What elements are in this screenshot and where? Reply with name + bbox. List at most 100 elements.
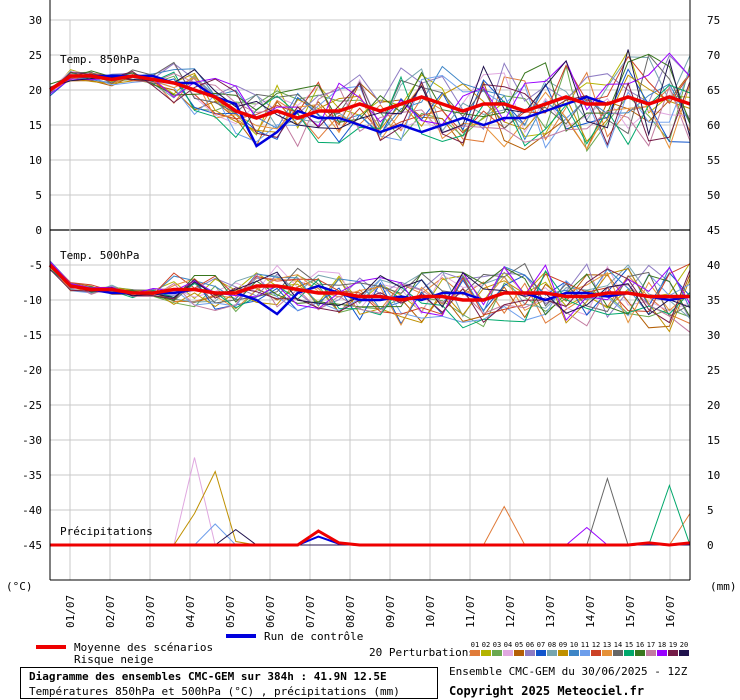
ensemble-member-line [49, 261, 691, 322]
perturbation-id-label: 20 [680, 641, 688, 649]
perturbation-swatch [657, 650, 667, 656]
perturbation-swatch [580, 650, 590, 656]
left-tick-label: 0 [35, 224, 42, 237]
copyright: Copyright 2025 Meteociel.fr [449, 684, 645, 698]
perturbation-swatch [591, 650, 601, 656]
right-tick-label: 70 [707, 49, 720, 62]
date-tick-label: 10/07 [424, 595, 437, 628]
perturbation-legend: 01 02 03 04 05 06 07 08 09 10 11 12 13 14 15 16 17 18 19 20 [470, 641, 689, 656]
left-tick-label: 30 [29, 14, 42, 27]
ensemble-member-line [49, 55, 691, 134]
date-tick-label: 07/07 [304, 595, 317, 628]
left-tick-label: -30 [22, 434, 42, 447]
perturbation-swatch [635, 650, 645, 656]
run-info: Ensemble CMC-GEM du 30/06/2025 - 12Z [449, 665, 688, 678]
left-tick-label: -20 [22, 364, 42, 377]
right-tick-label: 75 [707, 14, 720, 27]
chart-frame [49, 0, 691, 581]
perturbation-id-label: 07 [537, 641, 545, 649]
perturbation-swatch [503, 650, 513, 656]
perturbation-id-label: 01 [471, 641, 479, 649]
right-tick-label: 45 [707, 224, 720, 237]
legend-control-label: Run de contrôle [264, 630, 363, 643]
perturbation-id-label: 14 [614, 641, 622, 649]
perturbation-id-label: 13 [603, 641, 611, 649]
date-tick-label: 08/07 [344, 595, 357, 628]
perturbation-id-label: 19 [669, 641, 677, 649]
right-tick-label: 50 [707, 189, 720, 202]
left-tick-label: -35 [22, 469, 42, 482]
right-tick-label: 65 [707, 84, 720, 97]
right-tick-label: 10 [707, 469, 720, 482]
perturbation-id-label: 18 [658, 641, 666, 649]
footer-box: Diagramme des ensembles CMC-GEM sur 384h… [20, 667, 438, 699]
right-tick-label: 40 [707, 259, 720, 272]
perturbation-id-label: 02 [482, 641, 490, 649]
date-tick-label: 12/07 [504, 595, 517, 628]
perturbation-id-label: 06 [526, 641, 534, 649]
left-tick-label: -40 [22, 504, 42, 517]
panel-label-t500: Temp. 500hPa [60, 249, 139, 262]
right-tick-label: 30 [707, 329, 720, 342]
right-tick-label: 15 [707, 434, 720, 447]
t850-mean-line [49, 74, 691, 120]
panel-label-precip: Précipitations [60, 525, 153, 538]
right-tick-label: 5 [707, 504, 714, 517]
perturbation-swatch [558, 650, 568, 656]
date-tick-label: 16/07 [664, 595, 677, 628]
perturbation-swatch [679, 650, 689, 656]
right-tick-label: 25 [707, 364, 720, 377]
date-tick-label: 01/07 [64, 595, 77, 628]
right-tick-label: 35 [707, 294, 720, 307]
date-tick-label: 14/07 [584, 595, 597, 628]
t850-control-line [49, 74, 691, 148]
legend-perturbations-label: 20 Perturbations [369, 646, 475, 659]
date-tick-label: 15/07 [624, 595, 637, 628]
left-tick-label: 15 [29, 119, 42, 132]
ensemble-member-line [49, 262, 691, 313]
date-tick-label: 03/07 [144, 595, 157, 628]
date-tick-label: 05/07 [224, 595, 237, 628]
perturbation-swatch [481, 650, 491, 656]
ensemble-member-line [49, 70, 691, 147]
perturbation-id-label: 15 [625, 641, 633, 649]
date-tick-label: 09/07 [384, 595, 397, 628]
perturbation-id-label: 17 [647, 641, 655, 649]
legend: Moyenne des scénarios Risque neige Run d… [36, 630, 689, 666]
perturbation-swatch [514, 650, 524, 656]
legend-mean-label: Moyenne des scénarios [74, 641, 213, 654]
right-unit-label: (mm) [710, 580, 737, 593]
right-tick-label: 0 [707, 539, 714, 552]
perturbation-swatch [602, 650, 612, 656]
left-tick-label: 20 [29, 84, 42, 97]
perturbation-swatch [569, 650, 579, 656]
left-tick-label: -10 [22, 294, 42, 307]
perturbation-swatch [536, 650, 546, 656]
perturbation-swatch [613, 650, 623, 656]
perturbation-id-label: 09 [559, 641, 567, 649]
left-tick-label: -5 [29, 259, 42, 272]
panel-label-t850: Temp. 850hPa [60, 53, 139, 66]
footer-subtitle: Températures 850hPa et 500hPa (°C) , pré… [29, 685, 400, 698]
perturbation-swatch [646, 650, 656, 656]
perturbation-swatch [668, 650, 678, 656]
left-tick-label: 5 [35, 189, 42, 202]
precip-mean-line [50, 529, 691, 547]
right-tick-label: 20 [707, 399, 720, 412]
date-tick-label: 06/07 [264, 595, 277, 628]
date-tick-label: 13/07 [544, 595, 557, 628]
date-tick-label: 11/07 [464, 595, 477, 628]
perturbation-id-label: 08 [548, 641, 556, 649]
ensemble-member-line [49, 264, 691, 316]
perturbation-swatch [492, 650, 502, 656]
date-tick-label: 02/07 [104, 595, 117, 628]
right-tick-label: 55 [707, 154, 720, 167]
perturbation-swatch [525, 650, 535, 656]
left-tick-label: -25 [22, 399, 42, 412]
legend-snow-label: Risque neige [74, 653, 153, 666]
perturbation-id-label: 16 [636, 641, 644, 649]
left-tick-label: 10 [29, 154, 42, 167]
right-tick-label: 60 [707, 119, 720, 132]
